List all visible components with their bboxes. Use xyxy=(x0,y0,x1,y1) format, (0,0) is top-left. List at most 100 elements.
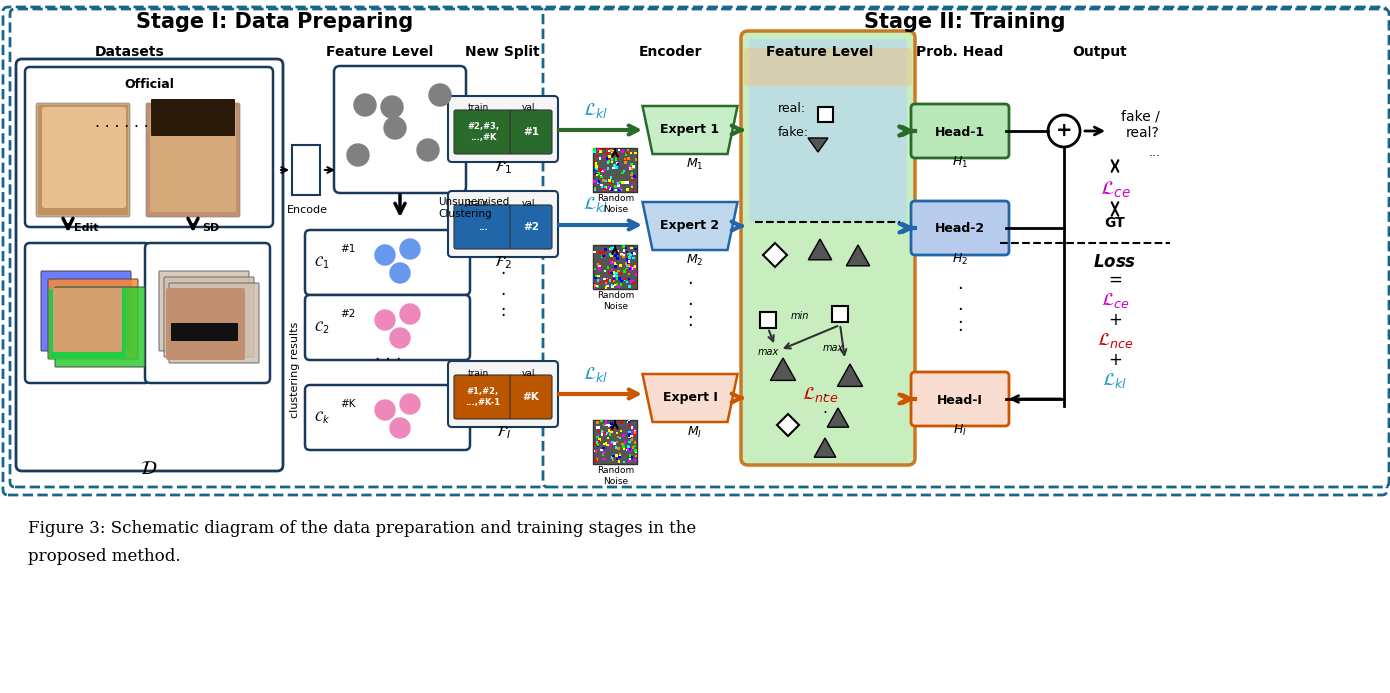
FancyBboxPatch shape xyxy=(510,375,552,419)
Bar xyxy=(634,449,637,452)
Text: · · ·: · · · xyxy=(375,351,402,369)
Bar xyxy=(607,179,610,182)
Bar xyxy=(627,261,630,264)
Bar xyxy=(600,175,602,177)
Bar xyxy=(598,437,600,440)
Bar xyxy=(610,279,613,281)
Bar xyxy=(623,170,626,173)
Bar xyxy=(623,245,624,248)
Bar xyxy=(631,186,632,188)
Bar xyxy=(628,278,631,281)
FancyBboxPatch shape xyxy=(25,243,150,383)
Bar xyxy=(619,455,621,457)
Bar xyxy=(606,148,609,150)
Circle shape xyxy=(417,139,439,161)
Bar xyxy=(634,175,635,178)
Bar xyxy=(596,421,599,423)
Bar xyxy=(600,175,603,178)
Bar xyxy=(616,257,619,260)
Text: $\mathcal{F}_I$: $\mathcal{F}_I$ xyxy=(495,425,510,441)
Bar xyxy=(631,184,634,186)
Bar xyxy=(626,281,628,283)
Bar xyxy=(610,442,613,444)
Bar xyxy=(631,435,632,437)
Bar xyxy=(598,148,600,150)
Bar xyxy=(634,248,637,250)
Bar xyxy=(600,449,603,451)
Bar xyxy=(627,445,630,447)
Bar xyxy=(606,152,609,155)
Polygon shape xyxy=(815,438,835,457)
Bar xyxy=(595,450,598,453)
Bar xyxy=(594,150,596,153)
Bar xyxy=(596,182,599,184)
Bar xyxy=(624,161,627,164)
Bar xyxy=(595,162,598,164)
Bar xyxy=(594,267,596,270)
Circle shape xyxy=(348,144,368,166)
Bar xyxy=(602,446,605,449)
Text: ...: ... xyxy=(478,222,488,231)
FancyBboxPatch shape xyxy=(152,99,235,136)
Bar xyxy=(594,180,596,183)
Bar xyxy=(628,435,630,437)
Bar xyxy=(606,157,609,159)
Bar xyxy=(616,432,619,435)
Bar xyxy=(596,441,599,444)
FancyBboxPatch shape xyxy=(292,145,320,195)
Polygon shape xyxy=(763,243,787,267)
FancyBboxPatch shape xyxy=(510,110,552,154)
Bar xyxy=(610,161,613,164)
Bar xyxy=(613,442,616,445)
Bar xyxy=(606,285,609,287)
Text: +: + xyxy=(1108,351,1122,369)
Bar xyxy=(605,179,607,182)
Bar xyxy=(631,184,634,187)
Bar xyxy=(602,446,605,449)
Bar xyxy=(598,266,600,269)
Bar xyxy=(833,306,848,322)
Bar xyxy=(603,424,605,426)
Bar xyxy=(610,176,613,179)
Bar xyxy=(612,268,613,271)
Text: Unsupervised
Clustering: Unsupervised Clustering xyxy=(438,198,509,219)
Bar xyxy=(610,181,613,184)
FancyBboxPatch shape xyxy=(171,323,238,341)
Circle shape xyxy=(400,304,420,324)
Bar xyxy=(620,280,623,282)
Circle shape xyxy=(381,96,403,118)
Text: +: + xyxy=(1056,121,1072,141)
Bar xyxy=(610,259,613,262)
Bar xyxy=(631,439,634,441)
Text: $\mathcal{F}_2$: $\mathcal{F}_2$ xyxy=(493,254,512,272)
Bar xyxy=(598,172,599,175)
Bar xyxy=(624,158,626,160)
Text: clustering results: clustering results xyxy=(291,322,300,418)
Bar xyxy=(614,265,617,267)
Bar xyxy=(607,429,610,432)
Text: $\mathcal{C}_1$: $\mathcal{C}_1$ xyxy=(314,255,329,271)
Bar xyxy=(624,270,627,273)
Text: $\mathcal{L}_{kl}$: $\mathcal{L}_{kl}$ xyxy=(584,100,609,119)
Bar xyxy=(596,458,598,461)
Circle shape xyxy=(430,84,450,106)
Bar xyxy=(634,152,637,155)
Bar xyxy=(595,168,598,170)
Bar xyxy=(612,262,614,264)
Circle shape xyxy=(391,328,410,348)
FancyBboxPatch shape xyxy=(42,107,126,208)
Bar xyxy=(594,148,595,151)
Bar xyxy=(602,431,605,433)
Bar xyxy=(817,107,833,122)
Bar xyxy=(628,166,630,168)
Text: #2,#3,
...,#K: #2,#3, ...,#K xyxy=(467,122,499,141)
Bar xyxy=(619,188,621,191)
Bar xyxy=(602,179,605,182)
Bar xyxy=(630,247,632,249)
Bar xyxy=(626,448,628,451)
Bar xyxy=(623,447,626,450)
FancyBboxPatch shape xyxy=(304,295,470,360)
Bar xyxy=(623,249,626,252)
Bar xyxy=(613,246,616,249)
Bar xyxy=(598,180,600,182)
